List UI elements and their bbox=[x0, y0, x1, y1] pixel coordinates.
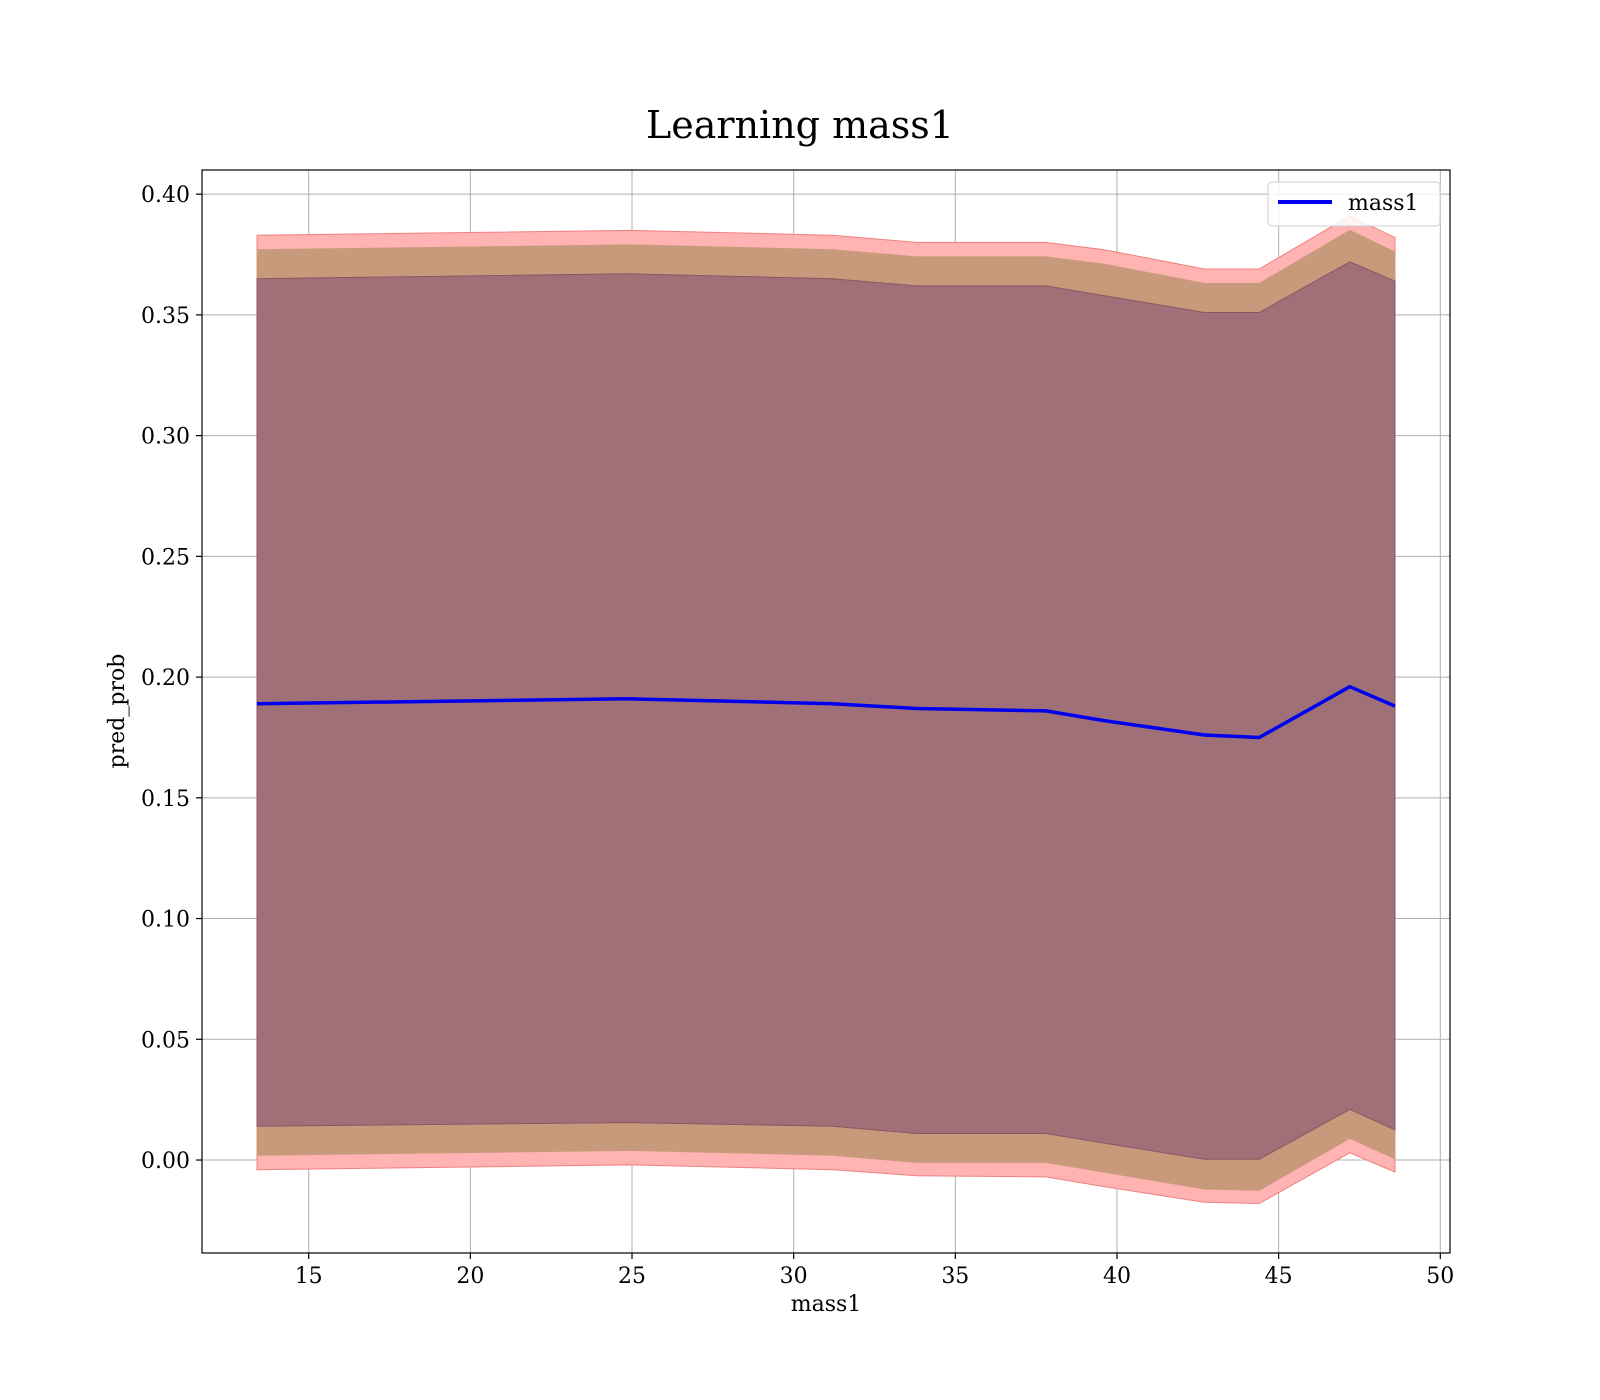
y-tick-label: 0.30 bbox=[141, 425, 190, 450]
x-tick-label: 25 bbox=[618, 1264, 646, 1289]
x-tick-label: 20 bbox=[456, 1264, 484, 1289]
confidence-bands bbox=[256, 215, 1396, 1205]
x-tick-label: 45 bbox=[1265, 1264, 1293, 1289]
y-tick-label: 0.20 bbox=[141, 666, 190, 691]
legend-label: mass1 bbox=[1348, 191, 1419, 216]
x-tick-label: 40 bbox=[1103, 1264, 1131, 1289]
legend[interactable]: mass1 bbox=[1267, 181, 1441, 227]
series-lines bbox=[256, 684, 1396, 740]
y-tick-label: 0.05 bbox=[141, 1028, 190, 1053]
plot-frame bbox=[201, 169, 1451, 1254]
chart-title: Learning mass1 bbox=[646, 103, 954, 147]
y-tick-label: 0.40 bbox=[141, 183, 190, 208]
y-axis-ticks: 0.00 0.05 0.10 0.15 0.20 0.25 0.30 0.35 0.40 bbox=[141, 183, 202, 1174]
x-axis-ticks: 15 20 25 30 35 40 45 50 bbox=[295, 1253, 1454, 1289]
y-tick-label: 0.15 bbox=[141, 787, 190, 812]
y-axis-label: pred_prob bbox=[105, 654, 130, 769]
x-axis-label: mass1 bbox=[791, 1292, 862, 1317]
series-line-mass1 bbox=[256, 684, 1396, 740]
legend-box bbox=[1267, 181, 1441, 227]
y-tick-label: 0.10 bbox=[141, 908, 190, 933]
x-tick-label: 15 bbox=[295, 1264, 323, 1289]
y-tick-label: 0.25 bbox=[141, 545, 190, 570]
x-tick-label: 35 bbox=[941, 1264, 969, 1289]
y-tick-label: 0.00 bbox=[141, 1149, 190, 1174]
x-tick-label: 50 bbox=[1426, 1264, 1454, 1289]
band-inner bbox=[256, 261, 1396, 1160]
x-tick-label: 30 bbox=[780, 1264, 808, 1289]
y-tick-label: 0.35 bbox=[141, 304, 190, 329]
